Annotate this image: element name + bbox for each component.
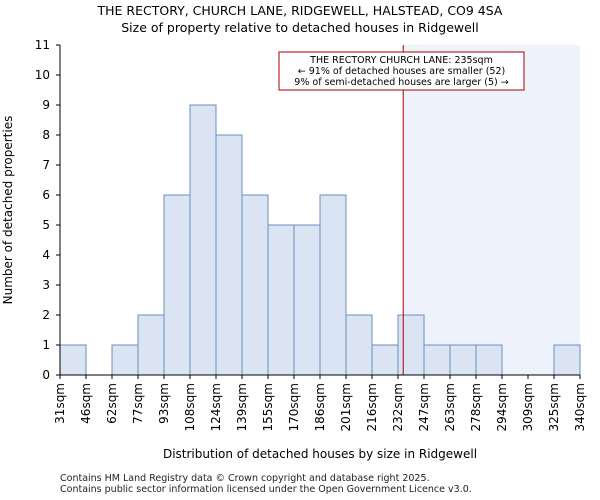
- y-tick-label: 10: [35, 68, 50, 82]
- x-ticks-group: 31sqm 46sqm 62sqm 77sqm 93sqm 108sqm 124sqm 139…: [53, 375, 587, 431]
- x-tick-label: 247sqm: [417, 383, 431, 431]
- bar-186sqm: [319, 194, 347, 376]
- bar-62sqm: [111, 344, 139, 376]
- x-tick-label: 155sqm: [261, 383, 275, 431]
- y-tick-label: 5: [42, 218, 50, 232]
- x-tick-label: 62sqm: [105, 383, 119, 424]
- x-tick-label: 77sqm: [131, 383, 145, 424]
- chart-subtitle: Size of property relative to detached ho…: [121, 20, 479, 35]
- y-ticks-group: 0 1 2 3 4 5 6 7 8 9 10 11: [35, 38, 60, 382]
- annotation-box: THE RECTORY CHURCH LANE: 235sqm ← 91% of…: [278, 51, 525, 91]
- y-axis-label: Number of detached properties: [1, 116, 15, 305]
- bars-group: [59, 104, 581, 376]
- x-tick-label: 46sqm: [79, 383, 93, 424]
- y-tick-label: 2: [42, 308, 50, 322]
- x-tick-label: 93sqm: [157, 383, 171, 424]
- x-tick-label: 278sqm: [469, 383, 483, 431]
- y-tick-label: 3: [42, 278, 50, 292]
- bar-247sqm: [423, 344, 451, 376]
- x-tick-label: 170sqm: [287, 383, 301, 431]
- y-tick-label: 0: [42, 368, 50, 382]
- larger-region-highlight: [403, 45, 580, 375]
- chart-title: THE RECTORY, CHURCH LANE, RIDGEWELL, HAL…: [97, 3, 503, 18]
- bar-108sqm: [189, 104, 217, 376]
- annotation-frame: [278, 51, 525, 91]
- x-tick-label: 294sqm: [495, 383, 509, 431]
- annotation-line-2: ← 91% of detached houses are smaller (52…: [298, 66, 505, 77]
- bar-201sqm: [345, 314, 373, 376]
- y-tick-label: 1: [42, 338, 50, 352]
- bar-139sqm: [241, 194, 269, 376]
- bar-170sqm: [293, 224, 321, 376]
- annotation-line-3: 9% of semi-detached houses are larger (5…: [294, 77, 508, 88]
- footer-licence: Contains public sector information licen…: [60, 484, 472, 495]
- y-tick-label: 6: [42, 188, 50, 202]
- x-tick-label: 201sqm: [339, 383, 353, 431]
- x-tick-label: 124sqm: [209, 383, 223, 431]
- x-tick-label: 263sqm: [443, 383, 457, 431]
- bar-77sqm: [137, 314, 165, 376]
- y-tick-label: 8: [42, 128, 50, 142]
- bar-325sqm: [553, 344, 581, 376]
- x-axis-label: Distribution of detached houses by size …: [163, 447, 477, 461]
- y-tick-label: 4: [42, 248, 50, 262]
- bar-278sqm: [475, 344, 503, 376]
- y-tick-label: 11: [35, 38, 50, 52]
- bar-93sqm: [163, 194, 191, 376]
- bar-216sqm: [371, 344, 399, 376]
- footer-copyright: Contains HM Land Registry data © Crown c…: [60, 473, 430, 484]
- x-tick-label: 139sqm: [235, 383, 249, 431]
- y-tick-label: 7: [42, 158, 50, 172]
- x-tick-label: 108sqm: [183, 383, 197, 431]
- x-tick-label: 325sqm: [547, 383, 561, 431]
- x-tick-label: 309sqm: [521, 383, 535, 431]
- x-tick-label: 340sqm: [573, 383, 587, 431]
- bar-263sqm: [449, 344, 477, 376]
- bar-155sqm: [267, 224, 295, 376]
- x-tick-label: 31sqm: [53, 383, 67, 424]
- y-tick-label: 9: [42, 98, 50, 112]
- bar-232sqm: [397, 314, 425, 376]
- x-tick-label: 186sqm: [313, 383, 327, 431]
- x-tick-label: 216sqm: [365, 383, 379, 431]
- bar-31sqm: [59, 344, 87, 376]
- bar-124sqm: [215, 134, 243, 376]
- annotation-line-1: THE RECTORY CHURCH LANE: 235sqm: [309, 55, 493, 66]
- x-tick-label: 232sqm: [391, 383, 405, 431]
